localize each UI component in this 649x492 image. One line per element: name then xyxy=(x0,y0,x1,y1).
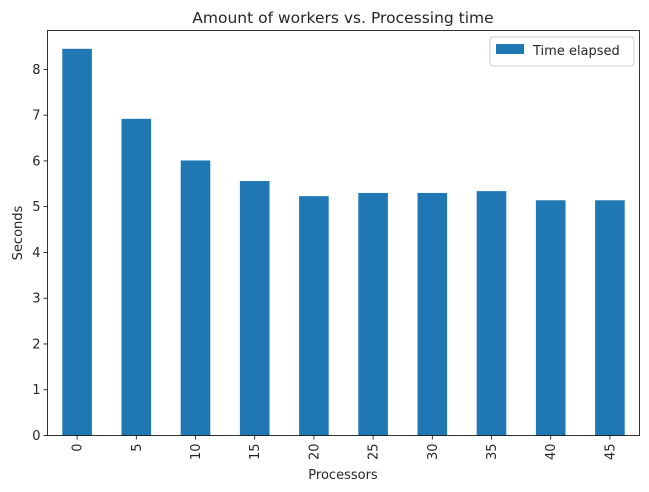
bar-35 xyxy=(476,191,507,436)
x-tick-label: 5 xyxy=(130,444,145,452)
y-tick-label: 4 xyxy=(32,246,40,261)
legend-swatch xyxy=(496,44,524,54)
bar-45 xyxy=(595,200,625,436)
y-tick-label: 8 xyxy=(32,63,40,78)
bars-group xyxy=(62,48,625,436)
chart-title: Amount of workers vs. Processing time xyxy=(192,9,493,27)
bar-15 xyxy=(239,181,270,436)
plot-frame xyxy=(47,30,640,436)
bar-10 xyxy=(180,160,211,436)
x-tick-label: 30 xyxy=(426,444,441,461)
bar-0 xyxy=(62,48,92,436)
x-axis-label: Processors xyxy=(308,468,378,483)
x-tick-label: 45 xyxy=(603,444,618,461)
bar-25 xyxy=(358,192,388,436)
legend: Time elapsed xyxy=(489,36,635,67)
x-tick-label: 0 xyxy=(71,444,86,452)
bar-40 xyxy=(535,200,566,436)
y-tick-label: 5 xyxy=(32,200,40,215)
y-tick-label: 7 xyxy=(32,109,40,124)
y-tick-label: 0 xyxy=(32,429,40,444)
x-tick-label: 25 xyxy=(367,444,382,461)
x-tick-label: 15 xyxy=(248,444,263,461)
x-tick-label: 35 xyxy=(485,444,500,461)
y-tick-label: 3 xyxy=(32,292,40,307)
x-ticks-group: 0 5 10 15 20 25 30 35 40 45 xyxy=(71,435,618,461)
y-tick-label: 2 xyxy=(32,337,40,352)
bar-5 xyxy=(121,118,152,436)
legend-label: Time elapsed xyxy=(532,44,620,59)
x-tick-label: 20 xyxy=(307,444,322,461)
y-tick-label: 1 xyxy=(32,383,40,398)
x-tick-label: 40 xyxy=(544,444,559,461)
y-tick-label: 6 xyxy=(32,154,40,169)
x-tick-label: 10 xyxy=(189,444,204,461)
bar-30 xyxy=(417,192,448,436)
bar-20 xyxy=(299,196,329,436)
y-axis-label: Seconds xyxy=(11,205,26,260)
legend-box xyxy=(489,36,635,67)
y-ticks-group: 0 1 2 3 4 5 6 7 8 xyxy=(32,63,48,444)
